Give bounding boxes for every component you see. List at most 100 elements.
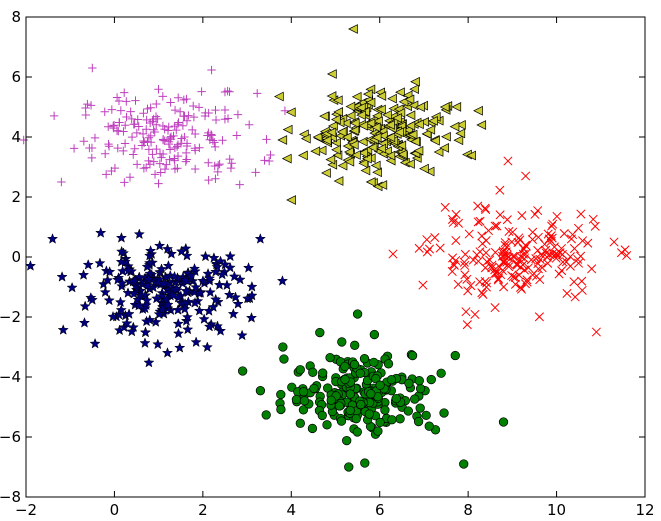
data-point — [410, 136, 420, 147]
data-point — [559, 228, 569, 239]
data-point — [333, 107, 344, 117]
data-point — [576, 209, 586, 219]
data-point — [134, 122, 143, 131]
data-point — [164, 139, 174, 149]
data-point — [299, 396, 310, 406]
y-tick-label: 0 — [11, 248, 21, 266]
data-point — [234, 273, 246, 285]
data-point — [391, 393, 401, 404]
data-point — [463, 286, 473, 296]
data-point — [307, 423, 318, 434]
data-point — [447, 214, 458, 225]
data-point — [492, 221, 502, 231]
data-point — [160, 164, 170, 174]
data-point — [227, 308, 239, 319]
data-point — [133, 299, 145, 311]
data-point — [377, 180, 388, 190]
data-point — [344, 156, 355, 167]
data-point — [490, 221, 500, 231]
data-point — [129, 120, 138, 129]
data-point — [126, 325, 138, 337]
data-point — [213, 279, 226, 290]
data-point — [507, 271, 517, 281]
data-point — [194, 103, 204, 112]
data-point — [175, 107, 185, 116]
data-point — [157, 153, 166, 162]
data-point — [242, 262, 255, 273]
data-point — [475, 216, 485, 226]
data-point — [201, 108, 210, 118]
data-point — [197, 87, 206, 96]
y-tick-label: −4 — [0, 368, 21, 386]
data-point — [483, 226, 494, 236]
data-point — [385, 150, 396, 161]
data-point — [223, 289, 236, 300]
data-point — [143, 356, 155, 368]
data-point — [204, 158, 213, 167]
data-point — [537, 263, 547, 273]
data-point — [49, 111, 59, 121]
data-point — [139, 164, 149, 173]
data-point — [158, 149, 168, 159]
data-point — [128, 275, 140, 287]
data-point — [115, 232, 128, 243]
data-point — [466, 150, 476, 161]
data-point — [104, 139, 113, 149]
data-point — [150, 170, 160, 179]
data-point — [162, 160, 171, 169]
data-point — [495, 210, 505, 220]
data-point — [125, 173, 135, 182]
data-point — [104, 122, 113, 131]
data-point — [56, 271, 68, 282]
data-point — [276, 404, 286, 415]
data-point — [546, 231, 556, 241]
data-point — [204, 286, 216, 298]
data-point — [90, 133, 100, 143]
data-point — [397, 149, 408, 160]
data-point — [175, 245, 188, 257]
data-point — [219, 258, 231, 270]
data-point — [128, 287, 140, 299]
data-point — [468, 255, 478, 265]
x-tick-label: 2 — [198, 501, 208, 519]
data-point — [482, 257, 492, 267]
data-point — [211, 115, 221, 125]
data-point — [172, 317, 184, 329]
data-point — [165, 155, 174, 164]
data-point — [576, 251, 586, 261]
data-point — [407, 129, 418, 140]
data-point — [86, 101, 96, 110]
data-point — [360, 458, 370, 468]
data-point — [528, 227, 538, 237]
data-point — [414, 376, 424, 386]
data-point — [534, 312, 544, 322]
data-point — [352, 309, 363, 319]
data-point — [520, 249, 531, 259]
data-point — [172, 327, 185, 339]
data-point — [422, 235, 432, 245]
data-point — [455, 128, 466, 139]
data-point — [565, 261, 575, 271]
data-point — [161, 347, 174, 358]
data-point — [395, 414, 405, 424]
data-point — [557, 249, 567, 259]
data-point — [223, 114, 233, 123]
data-point — [82, 258, 94, 270]
data-point — [451, 209, 461, 219]
data-point — [158, 121, 168, 131]
data-point — [386, 375, 397, 385]
data-point — [421, 410, 431, 421]
data-point — [155, 159, 165, 168]
data-point — [276, 389, 286, 400]
data-point — [121, 317, 133, 329]
data-point — [590, 221, 600, 231]
data-point — [190, 164, 200, 174]
data-point — [182, 139, 192, 148]
data-point — [404, 378, 414, 388]
data-point — [387, 415, 397, 425]
data-point — [459, 257, 469, 267]
data-point — [198, 313, 210, 324]
data-point — [435, 243, 445, 253]
data-point — [514, 233, 524, 243]
data-point — [326, 91, 337, 101]
